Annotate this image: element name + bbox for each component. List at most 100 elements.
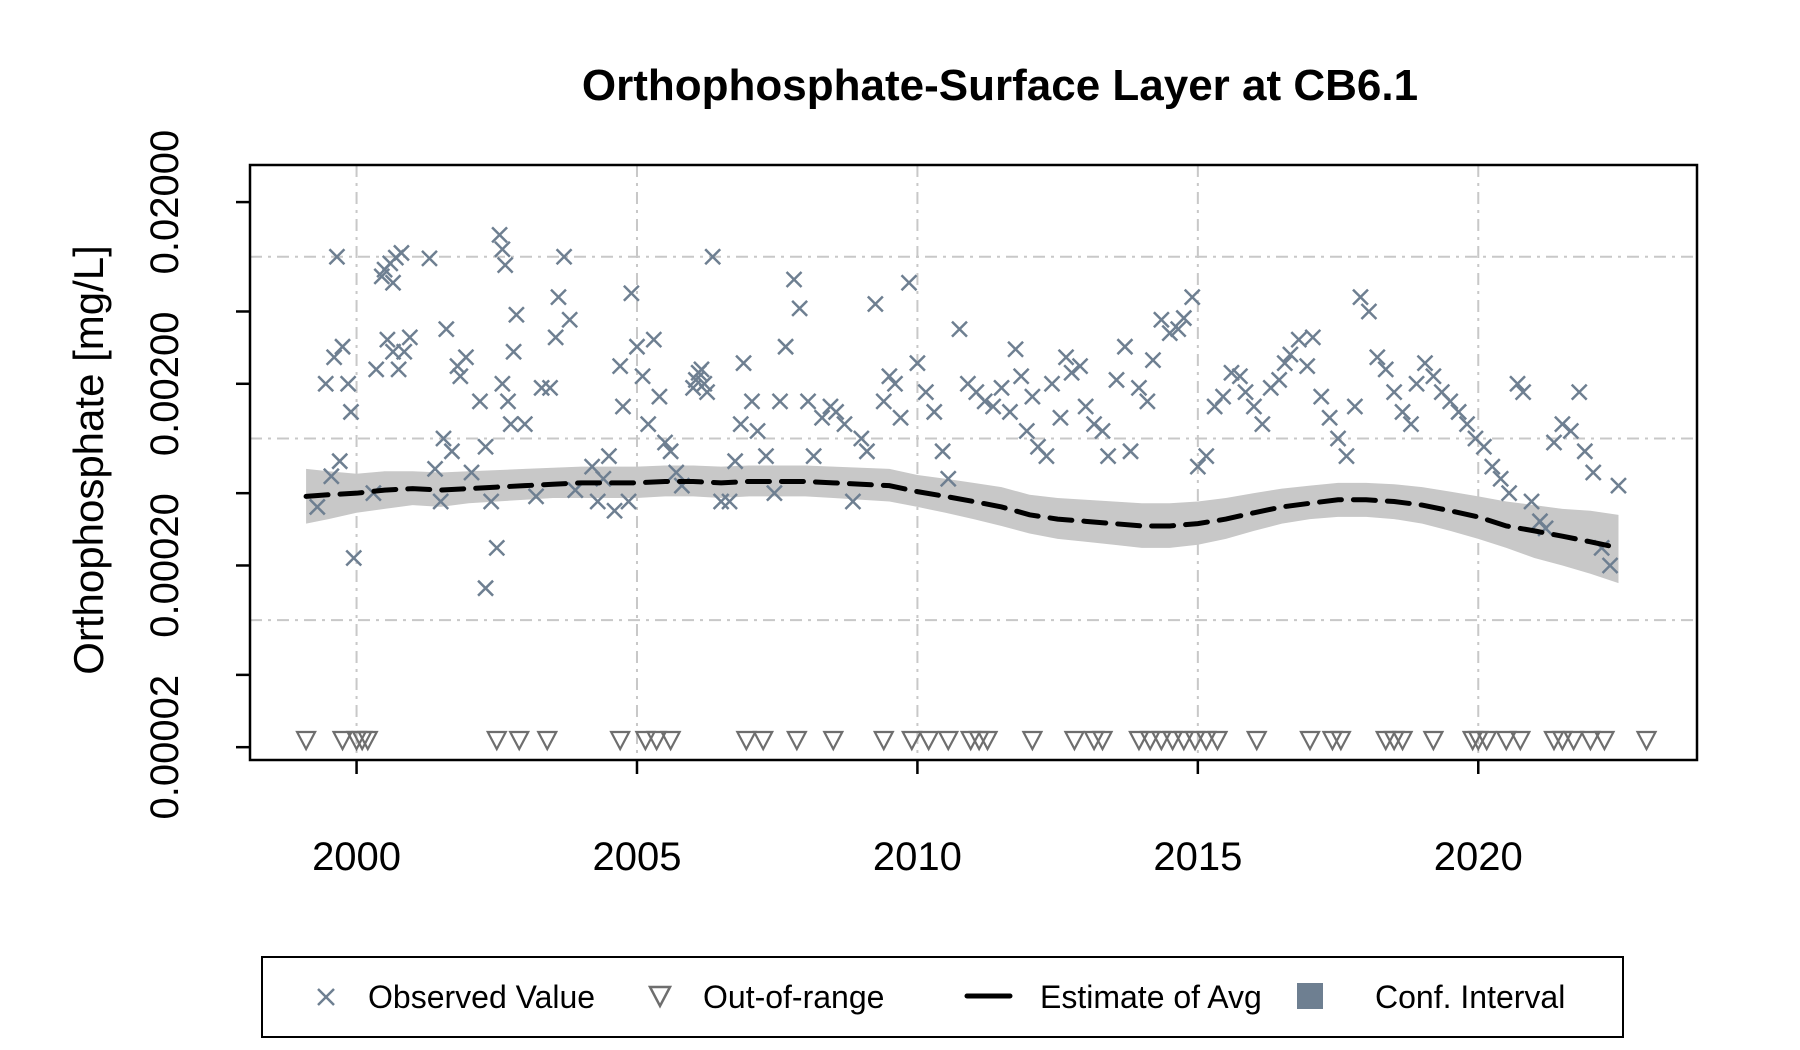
observed-point — [1153, 311, 1170, 329]
observed-point — [1197, 447, 1215, 465]
observed-point — [614, 398, 632, 415]
observed-point — [421, 249, 438, 267]
observed-point — [1052, 409, 1069, 427]
observed-point — [1122, 442, 1139, 460]
out-of-range-point — [331, 730, 354, 752]
observed-point — [600, 447, 618, 465]
observed-point — [1161, 324, 1179, 342]
out-of-range-point — [937, 730, 960, 752]
out-of-range-point — [1562, 730, 1585, 752]
x-tick-label: 2005 — [592, 835, 681, 879]
observed-point — [1492, 470, 1510, 488]
x-tick-label: 2000 — [312, 835, 401, 879]
out-of-range-point — [295, 730, 317, 752]
observed-point — [1108, 371, 1125, 389]
observed-point — [1253, 415, 1271, 433]
observed-point — [1007, 340, 1024, 358]
observed-point — [1144, 351, 1162, 369]
observed-point — [651, 388, 668, 405]
observed-point — [1352, 288, 1369, 306]
out-of-range-point — [1579, 730, 1602, 752]
observed-point — [437, 320, 455, 338]
observed-point — [1169, 320, 1187, 338]
observed-point — [322, 467, 340, 485]
observed-point — [1346, 398, 1364, 415]
legend: Observed Value Out-of-range Estimate of … — [261, 956, 1624, 1038]
observed-point — [656, 434, 674, 451]
observed-point — [900, 274, 918, 292]
out-of-range-point — [822, 730, 845, 752]
observed-point — [844, 493, 862, 510]
observed-point — [1298, 357, 1316, 375]
observed-point — [496, 256, 514, 274]
legend-out-of-range-label: Out-of-range — [703, 979, 884, 1015]
observed-point — [1071, 357, 1089, 375]
observed-point — [880, 367, 898, 385]
out-of-range-point — [872, 730, 895, 752]
x-tick-label: 2015 — [1153, 835, 1242, 879]
out-of-range-point — [485, 730, 508, 752]
observed-point — [852, 430, 870, 447]
observed-point — [1231, 367, 1249, 385]
observed-point — [1001, 403, 1019, 421]
observed-point — [499, 393, 517, 410]
observed-point — [698, 383, 716, 401]
observed-point — [743, 393, 761, 410]
observed-point — [858, 442, 876, 460]
observed-point — [471, 393, 489, 410]
observed-point — [827, 403, 845, 421]
observed-point — [777, 338, 794, 356]
y-axis-label: Orthophosphate [mg/L] — [65, 245, 112, 675]
observed-point — [401, 329, 419, 346]
observed-point — [1063, 364, 1081, 382]
observed-point — [939, 470, 957, 488]
observed-point — [704, 248, 722, 266]
observed-point — [589, 493, 607, 510]
chart-title: Orthophosphate-Surface Layer at CB6.1 — [582, 61, 1418, 110]
out-of-range-point — [1195, 730, 1218, 752]
observed-point — [1500, 484, 1518, 502]
observed-point — [1304, 329, 1322, 346]
observed-point — [1057, 348, 1075, 366]
observed-point — [561, 311, 579, 329]
observed-point — [645, 331, 663, 349]
observed-point — [1312, 388, 1330, 405]
out-of-range-point — [976, 730, 999, 752]
observed-point — [836, 415, 853, 433]
observed-point — [813, 409, 831, 427]
out-of-range-point — [1139, 730, 1161, 752]
out-of-range-point — [1063, 730, 1086, 752]
out-of-range-point — [917, 730, 940, 752]
observed-point — [334, 338, 351, 356]
observed-point — [1018, 422, 1036, 440]
observed-point — [308, 498, 326, 516]
observed-point — [886, 375, 904, 393]
out-of-range-point — [1172, 730, 1195, 752]
observed-point — [1576, 442, 1594, 460]
observed-point — [432, 493, 450, 510]
observed-point — [1338, 447, 1355, 465]
observed-point — [634, 367, 651, 385]
observed-point — [611, 357, 629, 375]
observed-point — [639, 415, 657, 433]
legend-observed-label: Observed Value — [368, 979, 595, 1015]
observed-point — [1610, 477, 1627, 495]
observed-point — [1290, 331, 1308, 349]
observed-point — [1214, 388, 1232, 405]
out-of-range-point — [1128, 730, 1150, 752]
observed-point — [1130, 379, 1148, 397]
observed-point — [1189, 458, 1207, 476]
observed-point — [516, 415, 534, 433]
out-of-range-point — [900, 730, 923, 752]
observed-point — [693, 361, 710, 378]
observed-point — [620, 493, 637, 510]
observed-point — [1012, 367, 1030, 385]
observed-point — [1276, 354, 1294, 372]
out-of-range-point — [1091, 730, 1114, 752]
out-of-range-point — [786, 730, 808, 752]
observed-point — [339, 375, 357, 393]
out-of-range-point — [1184, 730, 1206, 752]
observed-values — [308, 226, 1627, 597]
observed-point — [1514, 383, 1532, 401]
observed-point — [1601, 557, 1619, 574]
